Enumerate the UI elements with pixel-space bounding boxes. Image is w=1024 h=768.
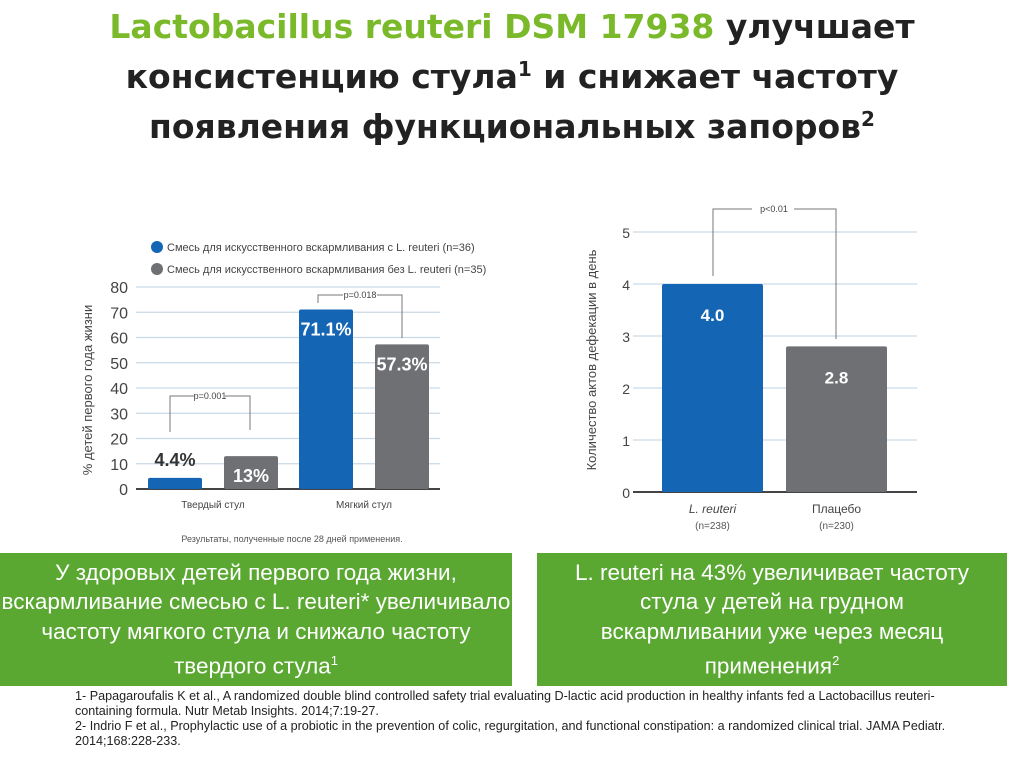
- data-label: 4.0: [701, 306, 725, 325]
- y-tick-label: 10: [110, 457, 128, 474]
- y-tick-label: 80: [110, 280, 128, 297]
- summary-box-right: L. reuteri на 43% увеличивает частоту ст…: [537, 553, 1007, 686]
- x-category-label: L. reuteri: [689, 502, 737, 516]
- bar: [224, 456, 278, 489]
- chart-note: Результаты, полученные после 28 дней при…: [181, 534, 402, 544]
- title-part: и снижает частоту: [531, 57, 899, 96]
- footnote-2: 2- Indrio F et al., Prophylactic use of …: [75, 719, 946, 748]
- footnote-1: 1- Papagaroufalis K et al., A randomized…: [75, 689, 935, 718]
- data-label: 4.4%: [154, 450, 195, 470]
- bar: [662, 284, 763, 492]
- y-tick-label: 60: [110, 331, 128, 348]
- title-sup: 1: [517, 57, 532, 81]
- title-part: появления функциональных запоров: [149, 107, 862, 146]
- title-green: Lactobacillus reuteri DSM 17938: [109, 7, 715, 46]
- y-tick-label: 40: [110, 381, 128, 398]
- x-category-n: (n=238): [695, 521, 730, 532]
- legend-marker: [151, 263, 163, 275]
- y-tick-label: 20: [110, 432, 128, 449]
- p-value: p<0.01: [760, 204, 788, 214]
- significance-bracket: [712, 208, 837, 339]
- significance-bracket: [169, 395, 251, 432]
- x-category-label: Плацебо: [812, 502, 861, 516]
- slide-title: Lactobacillus reuteri DSM 17938 улучшает…: [0, 6, 1024, 148]
- summary-text: У здоровых детей первого года жизни, вск…: [1, 559, 511, 679]
- footnotes: 1- Papagaroufalis K et al., A randomized…: [75, 689, 975, 749]
- p-value: p=0.001: [194, 391, 227, 401]
- y-tick-label: 70: [110, 305, 128, 322]
- y-tick-label: 0: [119, 482, 128, 499]
- y-tick-label: 2: [622, 381, 630, 397]
- bar: [148, 477, 202, 489]
- significance-bracket: [317, 294, 403, 338]
- data-label: 71.1%: [300, 319, 351, 339]
- y-tick-label: 30: [110, 406, 128, 423]
- y-tick-label: 4: [622, 277, 630, 293]
- p-value: p=0.018: [344, 290, 377, 300]
- y-axis-label: Количество актов дефекации в день: [584, 249, 599, 470]
- legend-label: Смесь для искусственного вскармливания б…: [167, 264, 486, 276]
- summary-box-left: У здоровых детей первого года жизни, вск…: [0, 553, 512, 686]
- summary-sup: 1: [330, 653, 339, 669]
- legend-marker: [151, 241, 163, 253]
- data-label: 57.3%: [376, 354, 427, 374]
- summary-sup: 2: [832, 653, 840, 669]
- data-label: 13%: [233, 466, 269, 486]
- x-category-n: (n=230): [819, 521, 854, 532]
- bar: [299, 309, 353, 489]
- title-part: улучшает: [714, 7, 915, 46]
- data-label: 2.8: [825, 368, 849, 387]
- y-tick-label: 1: [622, 433, 630, 449]
- y-tick-label: 50: [110, 356, 128, 373]
- y-tick-label: 0: [622, 485, 630, 501]
- summary-text: L. reuteri на 43% увеличивает частоту ст…: [574, 559, 970, 679]
- x-category-label: Твердый стул: [181, 500, 245, 511]
- title-sup: 2: [861, 107, 875, 131]
- y-tick-label: 5: [622, 225, 630, 241]
- title-part: консистенцию стула: [125, 57, 518, 96]
- bar: [375, 344, 429, 489]
- bar: [786, 346, 887, 492]
- y-tick-label: 3: [622, 329, 630, 345]
- legend-label: Смесь для искусственного вскармливания с…: [167, 242, 475, 254]
- y-axis-label: % детей первого года жизни: [80, 305, 95, 475]
- x-category-label: Мягкий стул: [336, 500, 392, 511]
